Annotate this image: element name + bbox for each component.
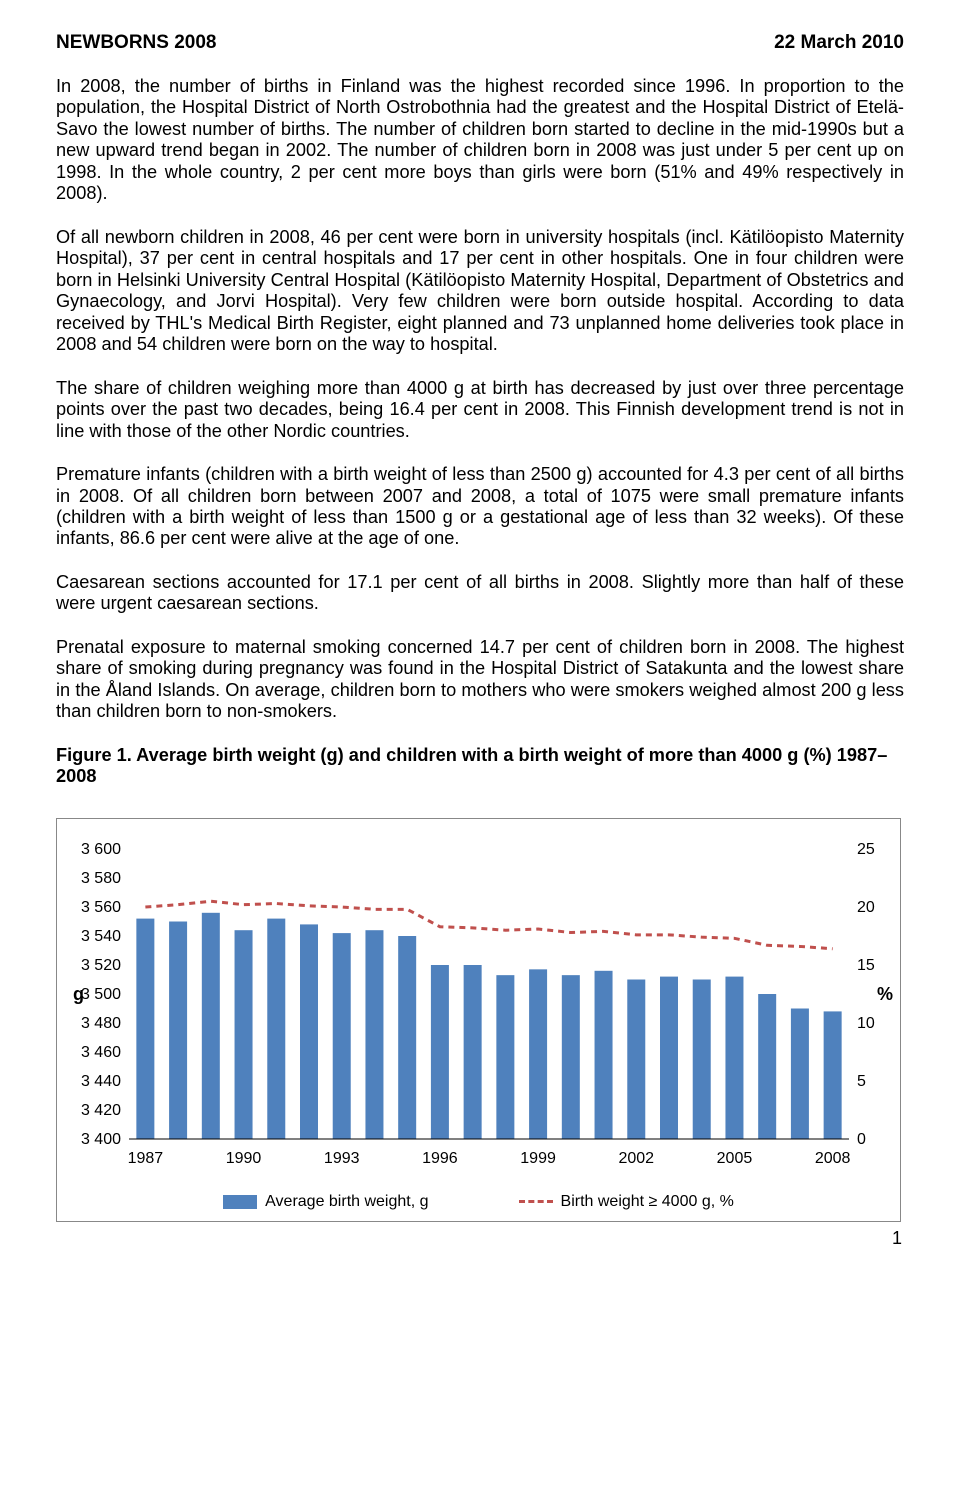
svg-text:g: g [73,984,84,1004]
legend-line-label: Birth weight ≥ 4000 g, % [561,1193,734,1211]
figure-title: Figure 1. Average birth weight (g) and c… [56,745,904,788]
page: NEWBORNS 2008 22 March 2010 In 2008, the… [0,0,960,1269]
legend-bar: Average birth weight, g [223,1193,428,1211]
svg-text:3 460: 3 460 [80,1044,120,1061]
svg-text:5: 5 [857,1073,866,1090]
paragraph-2: Of all newborn children in 2008, 46 per … [56,227,904,356]
chart-container: 3 400 3 420 3 440 3 460 3 480 3 500 3 520 3 540… [56,818,901,1222]
svg-text:3 560: 3 560 [80,899,120,916]
paragraph-5: Caesarean sections accounted for 17.1 pe… [56,572,904,615]
svg-text:3 600: 3 600 [80,841,120,858]
svg-text:2002: 2002 [618,1150,654,1167]
chart-legend: Average birth weight, g Birth weight ≥ 4… [57,1193,900,1211]
svg-text:1990: 1990 [225,1150,261,1167]
svg-text:3 420: 3 420 [80,1102,120,1119]
paragraph-4: Premature infants (children with a birth… [56,464,904,550]
svg-text:20: 20 [857,899,875,916]
svg-text:1999: 1999 [520,1150,556,1167]
svg-text:3 440: 3 440 [80,1073,120,1090]
svg-text:0: 0 [857,1131,866,1148]
svg-text:10: 10 [857,1015,875,1032]
legend-bar-label: Average birth weight, g [265,1193,428,1211]
paragraph-6: Prenatal exposure to maternal smoking co… [56,637,904,723]
svg-text:2008: 2008 [814,1150,850,1167]
svg-text:%: % [877,984,893,1004]
svg-text:3 480: 3 480 [80,1015,120,1032]
header-row: NEWBORNS 2008 22 March 2010 [56,32,904,54]
svg-text:3 540: 3 540 [80,928,120,945]
svg-text:2005: 2005 [716,1150,752,1167]
doc-date: 22 March 2010 [774,32,904,54]
svg-text:3 400: 3 400 [80,1131,120,1148]
paragraph-3: The share of children weighing more than… [56,378,904,442]
svg-text:1996: 1996 [422,1150,458,1167]
svg-text:1993: 1993 [323,1150,359,1167]
paragraph-1: In 2008, the number of births in Finland… [56,76,904,205]
svg-text:15: 15 [857,957,875,974]
doc-title: NEWBORNS 2008 [56,32,217,54]
svg-text:3 500: 3 500 [80,986,120,1003]
svg-text:1987: 1987 [127,1150,163,1167]
legend-line: Birth weight ≥ 4000 g, % [519,1193,734,1211]
birth-weight-chart: 3 400 3 420 3 440 3 460 3 480 3 500 3 520 3 540… [59,839,899,1179]
svg-text:3 520: 3 520 [80,957,120,974]
page-number: 1 [56,1228,904,1249]
legend-bar-swatch [223,1195,257,1209]
svg-text:3 580: 3 580 [80,870,120,887]
legend-line-swatch [519,1200,553,1203]
svg-text:25: 25 [857,841,875,858]
